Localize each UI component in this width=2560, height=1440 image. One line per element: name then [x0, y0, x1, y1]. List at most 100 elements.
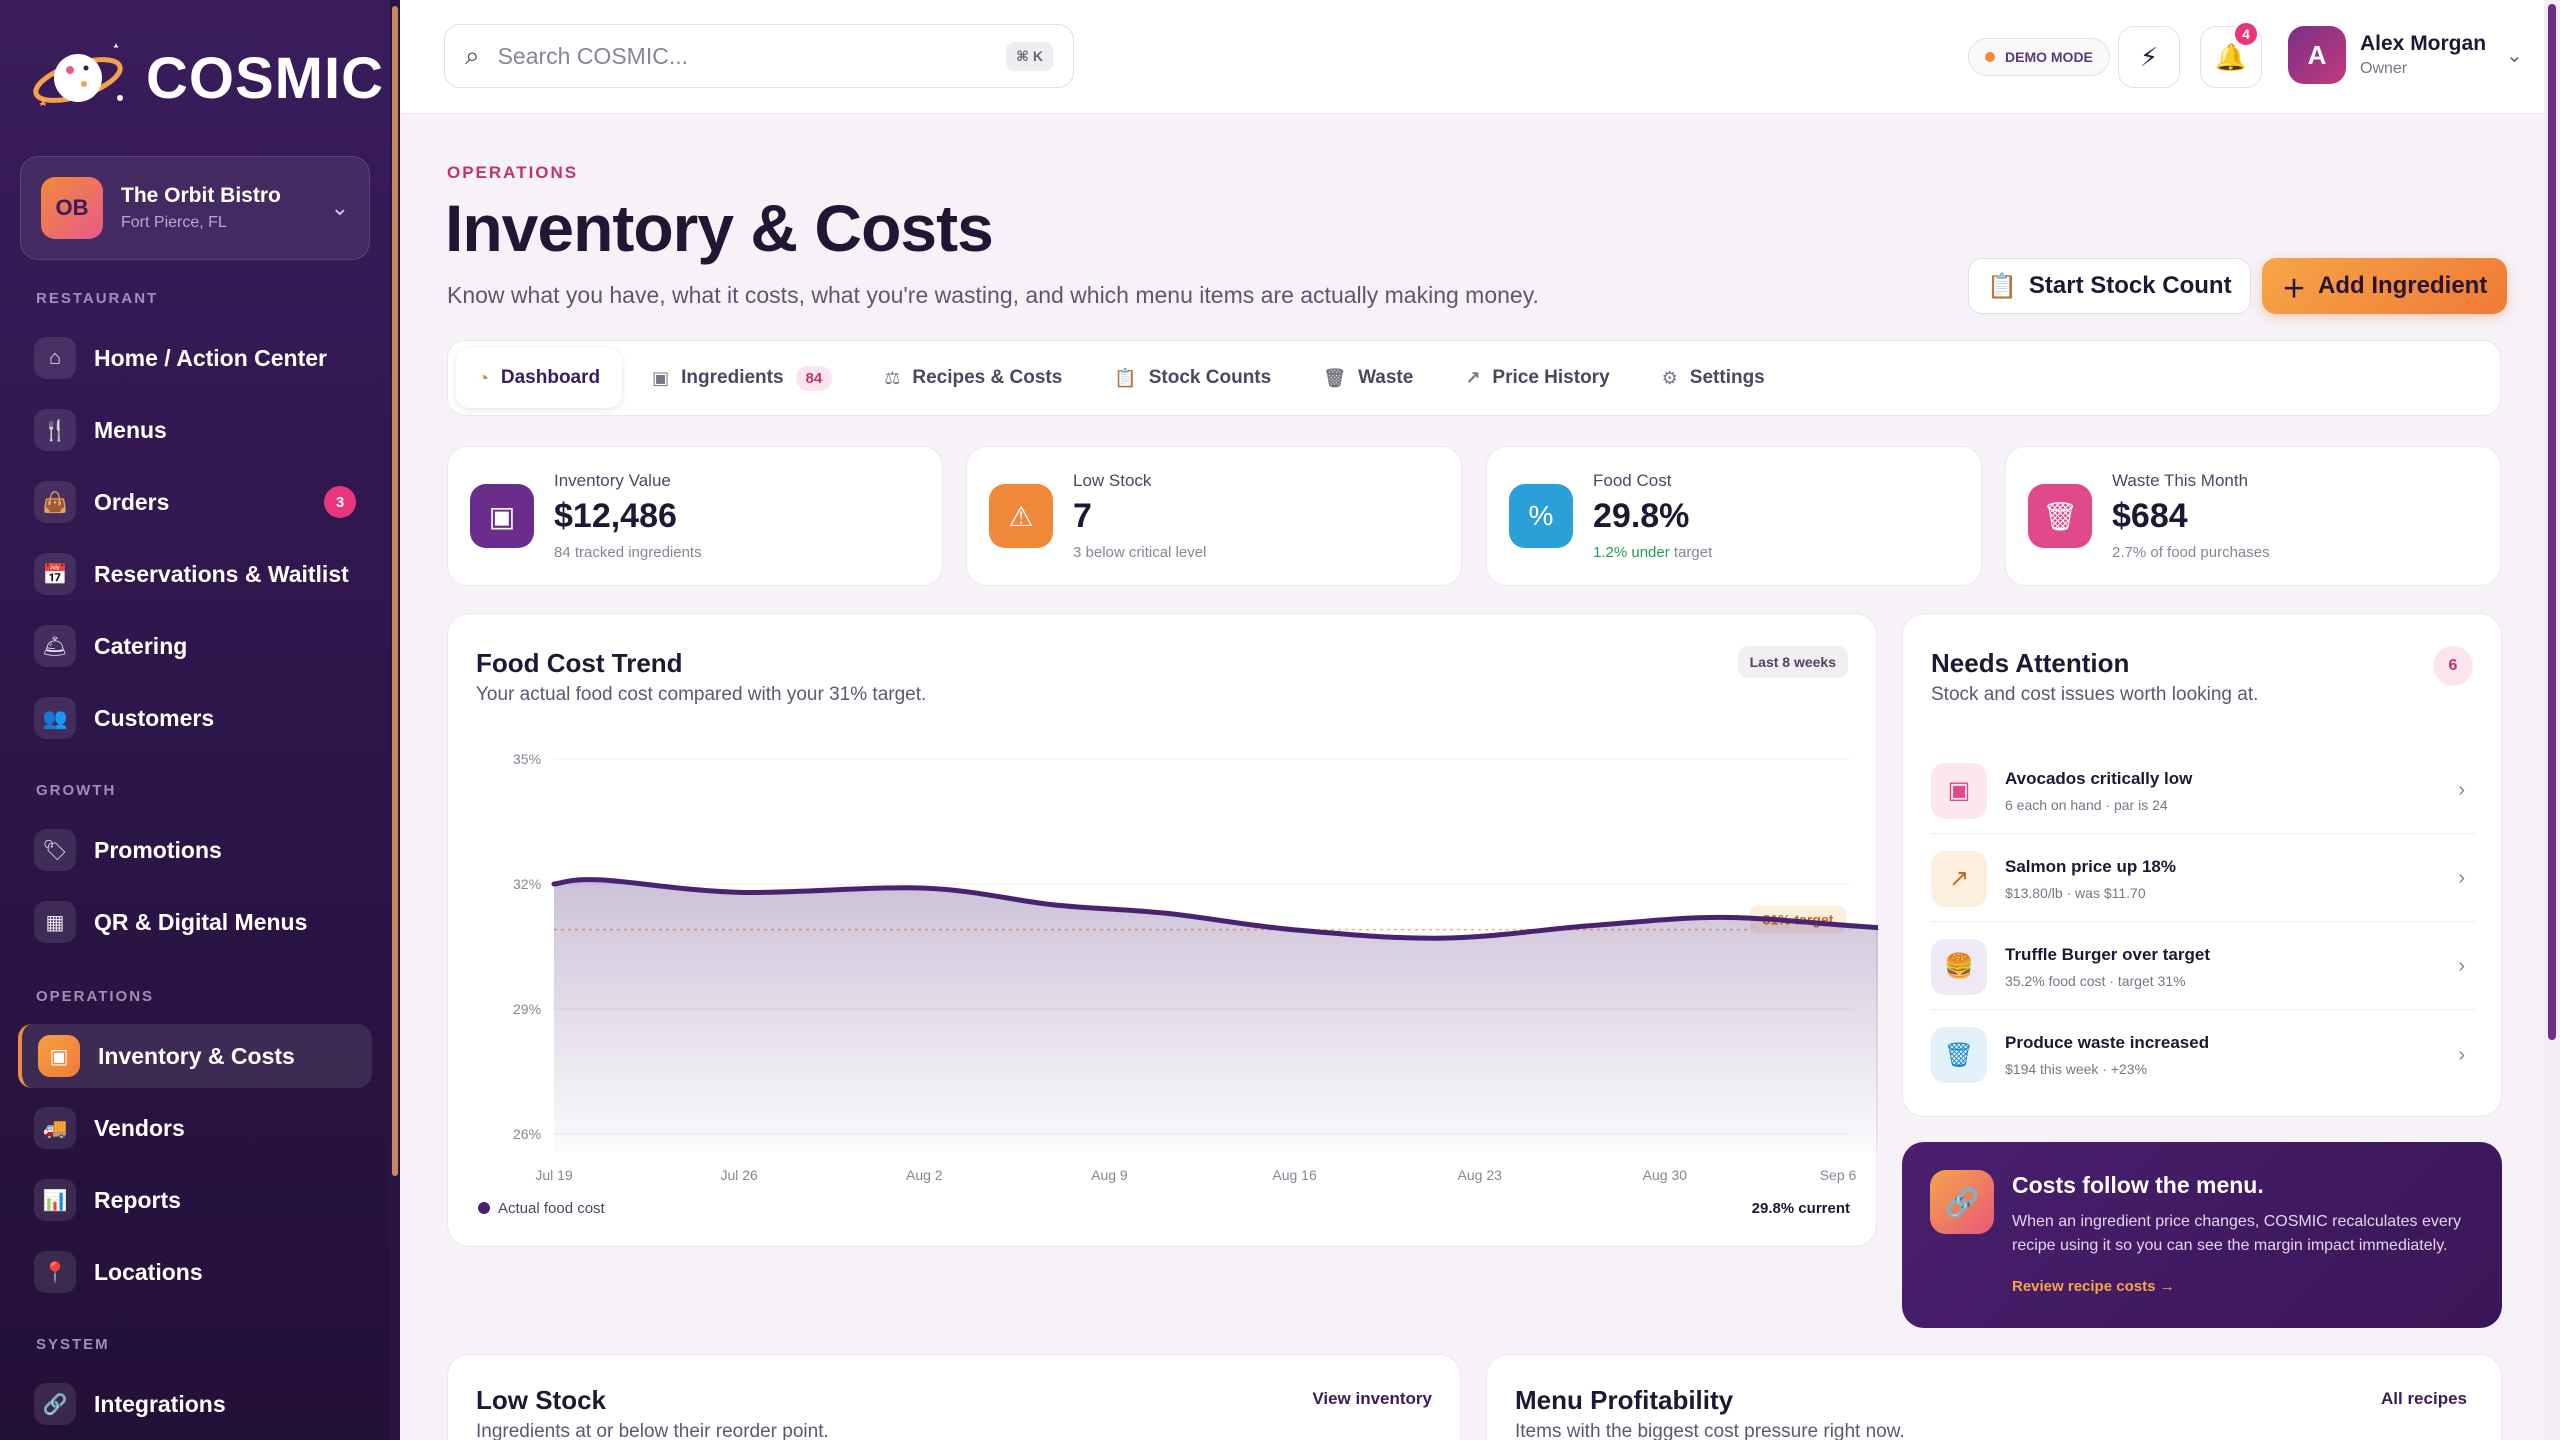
- stat-food-cost[interactable]: % Food Cost 29.8% 1.2% under target: [1486, 446, 1982, 586]
- costs-follow-menu-banner: 🔗 Costs follow the menu. When an ingredi…: [1902, 1142, 2502, 1328]
- sidebar-item-label: Home / Action Center: [94, 344, 328, 371]
- add-ingredient-label: Add Ingredient: [2318, 272, 2488, 299]
- brand-name: COSMIC: [146, 45, 384, 111]
- stat-waste[interactable]: 🗑 Waste This Month $684 2.7% of food pur…: [2005, 446, 2501, 586]
- tag-icon: 🏷: [34, 829, 76, 871]
- start-stock-count-label: Start Stock Count: [2028, 272, 2232, 299]
- page-title: Inventory & Costs: [445, 191, 994, 265]
- sidebar-item-home[interactable]: ⌂ Home / Action Center: [18, 326, 372, 390]
- search-box[interactable]: ⌕ ⌘ K: [444, 24, 1074, 88]
- stat-note: 2.7% of food purchases: [2112, 544, 2270, 561]
- promo-title: Costs follow the menu.: [2012, 1172, 2264, 1198]
- trash-icon: 🗑: [1323, 367, 1347, 388]
- review-recipe-costs-link[interactable]: Review recipe costs →: [2012, 1278, 2175, 1295]
- burger-icon: 🍔: [1931, 938, 1987, 995]
- attention-item-title: Avocados critically low: [2005, 768, 2193, 788]
- sidebar-item-orders[interactable]: 👜 Orders 3: [18, 470, 372, 534]
- card-title: Low Stock: [476, 1385, 607, 1415]
- users-icon: 👥: [34, 697, 76, 739]
- attention-item-produce-waste[interactable]: 🗑 Produce waste increased $194 this week…: [1931, 1012, 2475, 1098]
- stat-note: 84 tracked ingredients: [554, 544, 702, 561]
- sidebar-item-reservations[interactable]: 📅 Reservations & Waitlist: [18, 542, 372, 606]
- attention-item-title: Salmon price up 18%: [2005, 856, 2176, 876]
- notification-count: 4: [2233, 21, 2259, 47]
- add-ingredient-button[interactable]: ＋ Add Ingredient: [2262, 258, 2508, 314]
- attention-item-sub: $13.80/lb · was $11.70: [2005, 884, 2146, 901]
- stat-low-stock[interactable]: ⚠ Low Stock 7 3 below critical level: [966, 446, 1462, 586]
- main-scroll-thumb[interactable]: [2548, 4, 2556, 1040]
- sidebar-scrollbar[interactable]: [390, 0, 400, 1440]
- all-recipes-link[interactable]: All recipes: [2381, 1389, 2467, 1408]
- sidebar-item-label: Vendors: [94, 1114, 185, 1141]
- clipboard-icon: 📋: [1114, 367, 1137, 388]
- stat-inventory-value[interactable]: ▣ Inventory Value $12,486 84 tracked ing…: [447, 446, 943, 586]
- sidebar-item-reports[interactable]: 📊 Reports: [18, 1168, 372, 1232]
- map-pin-icon: 📍: [34, 1251, 76, 1293]
- attention-item-avocados[interactable]: ▣ Avocados critically low 6 each on hand…: [1931, 748, 2475, 834]
- tab-dashboard[interactable]: ◔ Dashboard: [456, 348, 623, 408]
- attention-item-sub: $194 this week · +23%: [2005, 1061, 2148, 1077]
- y-tick-label: 35%: [513, 751, 541, 767]
- card-title: Food Cost Trend: [476, 648, 683, 678]
- sidebar-item-qr-menus[interactable]: ▦ QR & Digital Menus: [18, 890, 372, 954]
- sidebar-item-menus[interactable]: 🍴 Menus: [18, 398, 372, 462]
- sidebar-item-label: Menus: [94, 416, 167, 443]
- sidebar-item-vendors[interactable]: 🚚 Vendors: [18, 1096, 372, 1160]
- sidebar-item-inventory[interactable]: ▣ Inventory & Costs: [18, 1024, 372, 1088]
- demo-mode-label: DEMO MODE: [2005, 49, 2093, 65]
- stat-note-positive: 1.2% under: [1593, 544, 1670, 561]
- trend-up-icon: ↗: [1931, 850, 1987, 907]
- tab-label: Waste: [1358, 367, 1414, 388]
- attention-item-sub: 35.2% food cost · target 31%: [2005, 972, 2186, 989]
- tab-price-history[interactable]: ↗ Price History: [1443, 348, 1631, 408]
- notifications-button[interactable]: 🔔 4: [2200, 21, 2262, 88]
- attention-item-salmon[interactable]: ↗ Salmon price up 18% $13.80/lb · was $1…: [1931, 836, 2475, 922]
- boxes-icon: ▣: [38, 1035, 80, 1077]
- main-scrollbar[interactable]: [2544, 0, 2560, 1440]
- nav-section-operations: OPERATIONS: [36, 988, 155, 1005]
- sidebar: COSMIC OB The Orbit Bistro Fort Pierce, …: [0, 0, 400, 1440]
- stat-label: Low Stock: [1073, 471, 1152, 490]
- search-input[interactable]: [497, 42, 1006, 70]
- tab-ingredients[interactable]: ▣ Ingredients 84: [630, 348, 854, 408]
- planet-logo-icon: [33, 43, 123, 106]
- truck-icon: 🚚: [34, 1107, 76, 1149]
- demo-mode-badge[interactable]: DEMO MODE: [1968, 38, 2110, 76]
- stat-value: $12,486: [554, 497, 677, 535]
- quick-actions-button[interactable]: ⚡: [2118, 26, 2180, 88]
- stat-value: $684: [2112, 497, 2188, 535]
- page-subtitle: Know what you have, what it costs, what …: [447, 282, 1539, 308]
- tab-label: Dashboard: [500, 367, 601, 388]
- range-pill[interactable]: Last 8 weeks: [1737, 646, 1848, 678]
- sidebar-scroll-thumb[interactable]: [392, 6, 398, 1176]
- tab-stock-counts[interactable]: 📋 Stock Counts: [1092, 348, 1293, 408]
- trend-chart: 35% 32% 29% 26% Jul 19 Jul 26 Aug 2 Aug 9 Aug 16…: [478, 751, 1878, 1217]
- sidebar-item-integrations[interactable]: 🔗 Integrations: [18, 1372, 372, 1436]
- brand[interactable]: COSMIC: [28, 36, 384, 120]
- y-tick-label: 26%: [513, 1126, 541, 1142]
- home-icon: ⌂: [34, 337, 76, 379]
- sidebar-item-customers[interactable]: 👥 Customers: [18, 686, 372, 750]
- tab-recipes-costs[interactable]: ⚖ Recipes & Costs: [862, 348, 1084, 408]
- user-role: Owner: [2360, 60, 2408, 77]
- page-eyebrow: OPERATIONS: [447, 163, 579, 182]
- legend-label: Actual food cost: [498, 1200, 606, 1217]
- sidebar-item-promotions[interactable]: 🏷 Promotions: [18, 818, 372, 882]
- trash-icon: 🗑: [2028, 484, 2092, 548]
- sidebar-item-label: Customers: [94, 704, 215, 731]
- sidebar-item-locations[interactable]: 📍 Locations: [18, 1240, 372, 1304]
- avatar: A: [2288, 26, 2346, 84]
- attention-item-truffle-burger[interactable]: 🍔 Truffle Burger over target 35.2% food …: [1931, 924, 2475, 1010]
- view-inventory-link[interactable]: View inventory: [1312, 1389, 1432, 1408]
- chevron-down-icon: ⌄: [2506, 44, 2523, 67]
- orders-badge: 3: [324, 486, 356, 518]
- tab-label: Ingredients: [681, 367, 784, 388]
- venue-switcher[interactable]: OB The Orbit Bistro Fort Pierce, FL ⌄: [20, 156, 370, 260]
- start-stock-count-button[interactable]: 📋 Start Stock Count: [1968, 258, 2251, 314]
- tab-settings[interactable]: ⚙ Settings: [1640, 348, 1787, 408]
- sidebar-item-catering[interactable]: 🛎 Catering: [18, 614, 372, 678]
- attention-item-sub: 6 each on hand · par is 24: [2005, 796, 2168, 813]
- user-menu[interactable]: A Alex Morgan Owner ⌄: [2288, 26, 2523, 84]
- box-icon: ▣: [1931, 762, 1987, 819]
- tab-waste[interactable]: 🗑 Waste: [1301, 348, 1435, 408]
